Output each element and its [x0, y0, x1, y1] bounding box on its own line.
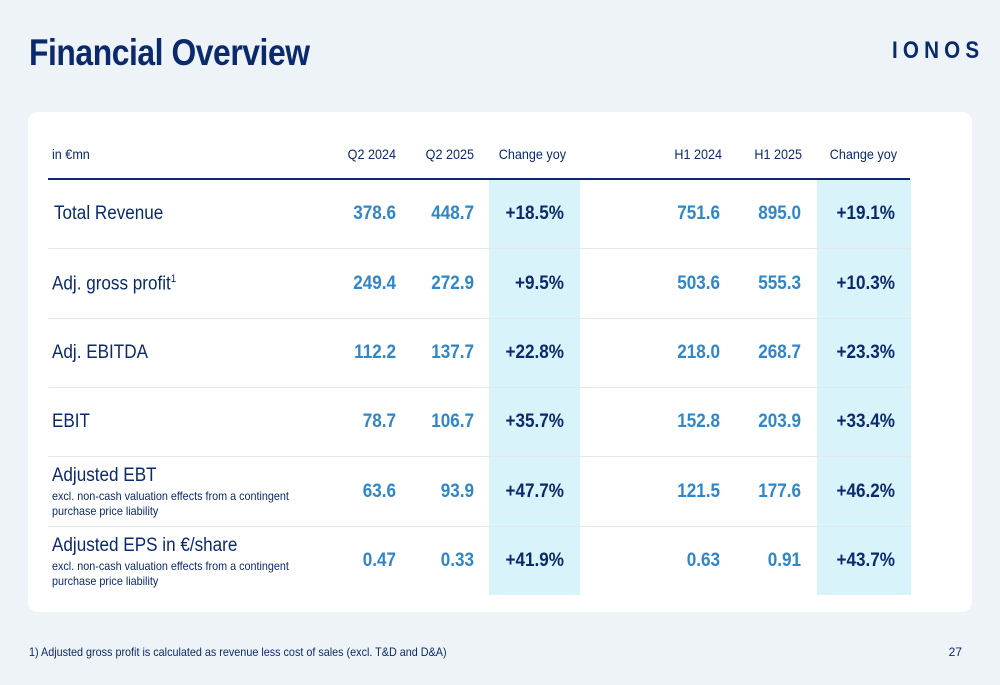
header-rule: [48, 178, 910, 180]
row-label-adjusted-ebt: Adjusted EBT: [52, 465, 157, 486]
header-q2-2024: Q2 2024: [347, 146, 396, 162]
page-number: 27: [948, 645, 962, 659]
change-cell: +43.7%: [836, 550, 895, 571]
change-cell: +22.8%: [505, 342, 564, 363]
row-sublabel: excl. non-cash valuation effects from a …: [52, 559, 289, 588]
change-cell: +23.3%: [836, 342, 895, 363]
row-divider: [48, 248, 910, 249]
footnote-marker: 1: [170, 273, 177, 285]
change-cell: +19.1%: [836, 203, 895, 224]
row-divider: [48, 526, 910, 527]
value-cell: 63.6: [362, 481, 396, 502]
header-q2-2025: Q2 2025: [425, 146, 474, 162]
header-h1-2024: H1 2024: [674, 146, 722, 162]
ionos-logo: IONOS: [892, 37, 985, 64]
value-cell: 448.7: [431, 203, 474, 224]
value-cell: 177.6: [758, 481, 801, 502]
change-cell: +41.9%: [505, 550, 564, 571]
header-h1-2025: H1 2025: [754, 146, 802, 162]
value-cell: 112.2: [354, 342, 396, 363]
row-label-total-revenue: Total Revenue: [54, 203, 164, 224]
value-cell: 121.5: [677, 481, 720, 502]
header-q2-change-yoy: Change yoy: [498, 146, 566, 162]
value-cell: 272.9: [431, 273, 474, 294]
header-h1-change-yoy: Change yoy: [829, 146, 897, 162]
value-cell: 268.7: [758, 342, 801, 363]
value-cell: 0.33: [440, 550, 474, 571]
value-cell: 218.0: [677, 342, 720, 363]
unit-label: in €mn: [52, 146, 90, 162]
change-cell: +47.7%: [505, 481, 564, 502]
row-label-text: Adj. gross profit: [52, 273, 171, 295]
value-cell: 152.8: [677, 411, 720, 432]
change-cell: +33.4%: [836, 411, 895, 432]
change-cell: +9.5%: [515, 273, 564, 294]
row-sublabel: excl. non-cash valuation effects from a …: [52, 489, 289, 518]
value-cell: 203.9: [758, 411, 801, 432]
value-cell: 137.7: [431, 342, 474, 363]
row-label-adj-gross-profit: Adj. gross profit1: [52, 273, 176, 295]
change-cell: +18.5%: [505, 203, 564, 224]
change-cell: +10.3%: [836, 273, 895, 294]
footnote: 1) Adjusted gross profit is calculated a…: [29, 645, 447, 659]
value-cell: 249.4: [353, 273, 396, 294]
value-cell: 895.0: [758, 203, 801, 224]
change-cell: +46.2%: [836, 481, 895, 502]
value-cell: 0.91: [767, 550, 801, 571]
change-cell: +35.7%: [505, 411, 564, 432]
row-divider: [48, 387, 910, 388]
value-cell: 93.9: [440, 481, 474, 502]
row-label-adj-ebitda: Adj. EBITDA: [52, 342, 148, 363]
row-divider: [48, 318, 910, 319]
row-label-ebit: EBIT: [52, 411, 91, 432]
row-divider: [48, 456, 910, 457]
page-title: Financial Overview: [29, 32, 310, 73]
value-cell: 378.6: [353, 203, 396, 224]
row-label-adjusted-eps: Adjusted EPS in €/share: [52, 535, 238, 556]
value-cell: 106.7: [431, 411, 474, 432]
value-cell: 78.7: [362, 411, 396, 432]
value-cell: 0.63: [686, 550, 720, 571]
value-cell: 555.3: [758, 273, 801, 294]
value-cell: 0.47: [362, 550, 396, 571]
value-cell: 751.6: [677, 203, 720, 224]
value-cell: 503.6: [677, 273, 720, 294]
